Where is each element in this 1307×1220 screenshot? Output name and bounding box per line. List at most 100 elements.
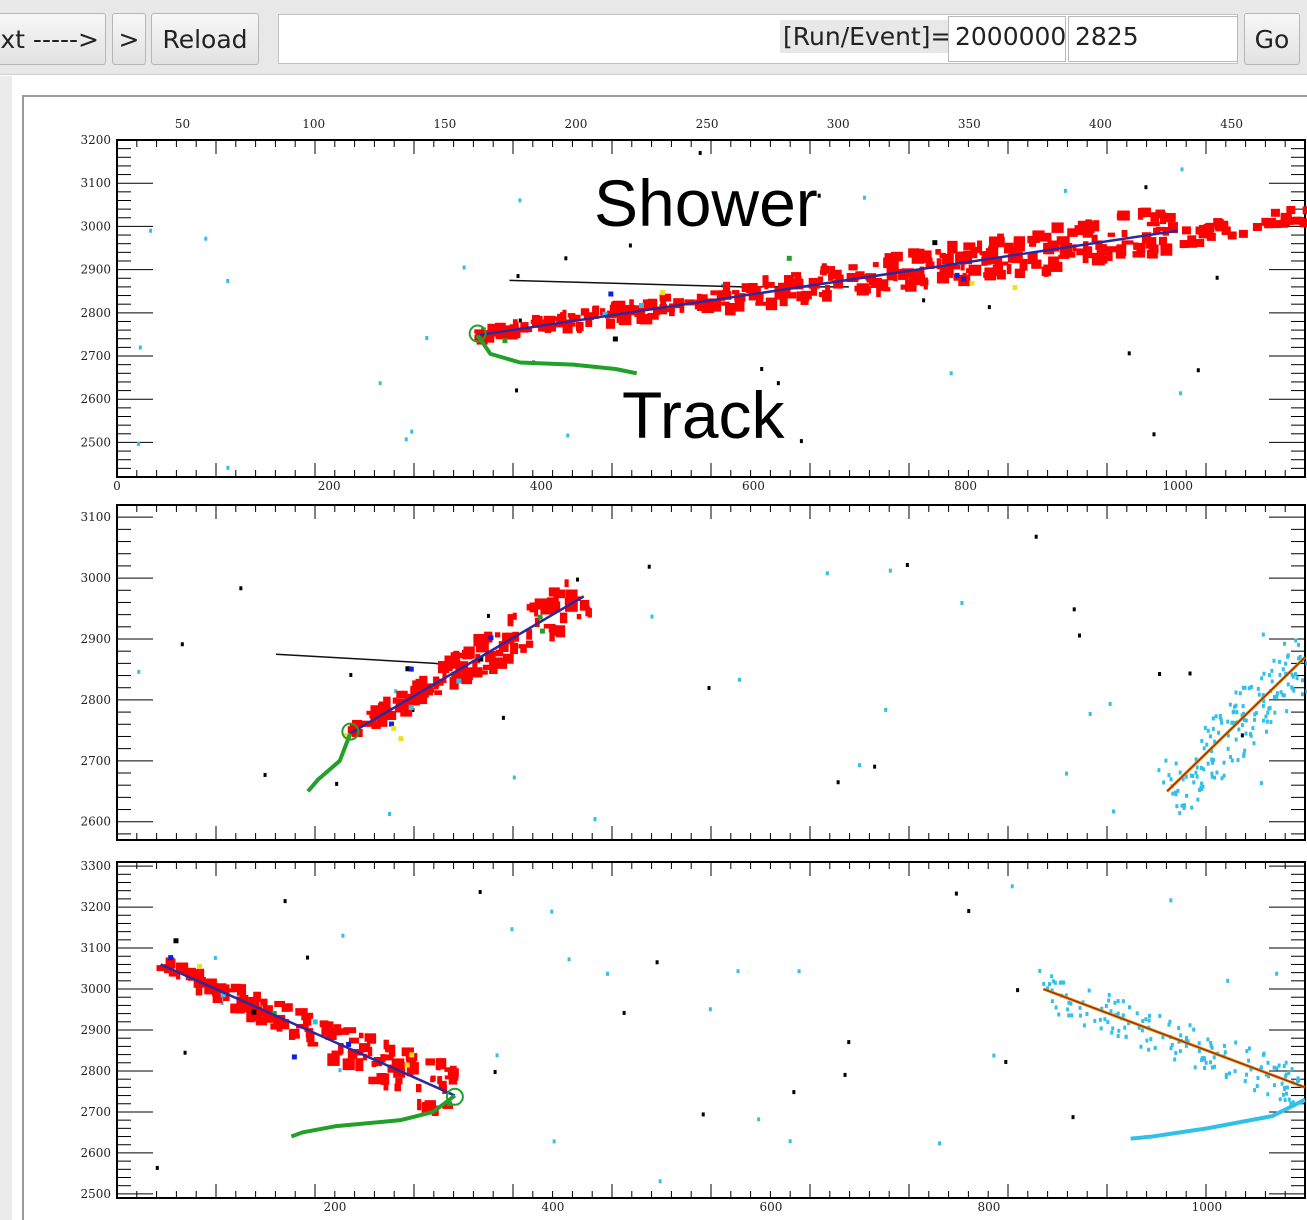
noise-hit bbox=[698, 150, 702, 155]
shower-hit bbox=[583, 312, 595, 320]
shower-hit bbox=[291, 1034, 300, 1039]
run-number-input[interactable]: 2000000( bbox=[948, 16, 1066, 62]
wire-hit bbox=[1222, 773, 1226, 778]
y-tick-label: 3200 bbox=[80, 133, 111, 147]
shower-hit bbox=[941, 253, 954, 265]
shower-hit bbox=[498, 641, 509, 653]
shower-hit bbox=[461, 678, 473, 685]
shower-hit bbox=[925, 261, 935, 269]
shower-hit bbox=[555, 625, 566, 638]
shower-hit bbox=[421, 1102, 433, 1114]
shower-hit bbox=[1270, 208, 1280, 217]
noise-hit bbox=[1112, 809, 1116, 814]
wire-hit bbox=[1267, 673, 1271, 678]
shower-hit bbox=[1067, 228, 1078, 237]
wire-hit bbox=[1178, 811, 1182, 816]
cluster-hit bbox=[168, 955, 174, 961]
wire-hit bbox=[1275, 691, 1279, 696]
wire-hit bbox=[1278, 1097, 1282, 1102]
shower-hit bbox=[936, 258, 942, 270]
shower-hit bbox=[415, 678, 425, 690]
shower-hit bbox=[495, 657, 508, 669]
shower-hit bbox=[1261, 217, 1271, 226]
wire-hit bbox=[1261, 1052, 1265, 1057]
wire-hit bbox=[1069, 1001, 1073, 1006]
shower-hit bbox=[856, 283, 869, 296]
shower-hit bbox=[1188, 239, 1198, 248]
wire-hit bbox=[1305, 689, 1307, 694]
wire-hit bbox=[1202, 1056, 1206, 1061]
shower-hit bbox=[936, 271, 950, 284]
shower-hit bbox=[1205, 224, 1215, 233]
noise-hit bbox=[518, 318, 522, 323]
shower-hit bbox=[1195, 239, 1205, 248]
shower-hit bbox=[204, 985, 215, 995]
shower-hit bbox=[1181, 226, 1191, 235]
shower-hit bbox=[473, 634, 485, 647]
noise-hit bbox=[1195, 765, 1199, 770]
shower-hit bbox=[1146, 221, 1160, 227]
shower-hit bbox=[444, 1067, 455, 1072]
shower-hit bbox=[831, 269, 842, 280]
noise-hit bbox=[349, 672, 353, 677]
next-event-button[interactable]: xt -----> bbox=[0, 13, 106, 65]
noise-hit bbox=[628, 243, 632, 248]
wire-hit bbox=[1252, 741, 1256, 746]
shower-hit bbox=[1019, 258, 1028, 271]
shower-hit bbox=[660, 297, 667, 307]
step-forward-button[interactable]: > bbox=[112, 13, 146, 65]
wire-hit bbox=[1103, 1017, 1107, 1022]
wire-hit bbox=[1128, 1005, 1132, 1010]
wire-hit bbox=[1295, 676, 1299, 681]
shower-hit bbox=[438, 1080, 447, 1089]
wire-hit bbox=[1200, 781, 1204, 786]
shower-hit bbox=[362, 1053, 368, 1061]
wire-hit bbox=[1078, 1005, 1082, 1010]
shower-hit bbox=[731, 290, 740, 295]
noise-hit bbox=[518, 198, 522, 203]
noise-hit bbox=[486, 613, 490, 618]
shower-hit bbox=[765, 297, 778, 311]
wire-hit bbox=[1109, 1009, 1113, 1014]
shower-hit bbox=[905, 279, 917, 292]
shower-hit bbox=[576, 321, 582, 334]
cluster-hit bbox=[220, 992, 226, 998]
noise-hit bbox=[1064, 771, 1068, 776]
wire-hit bbox=[1285, 1085, 1289, 1090]
wire-track bbox=[1130, 1097, 1306, 1141]
shower-hit bbox=[383, 709, 389, 721]
shower-axis-line bbox=[477, 229, 1178, 337]
shower-hit bbox=[349, 723, 359, 735]
shower-hit bbox=[331, 1050, 343, 1056]
shower-hit bbox=[416, 1084, 422, 1089]
shower-hit bbox=[484, 631, 493, 643]
shower-hit bbox=[196, 968, 205, 981]
cluster-hit bbox=[408, 666, 414, 672]
wire-hit bbox=[1231, 720, 1235, 725]
wire-hit bbox=[1078, 1013, 1082, 1018]
y-tick-label: 2800 bbox=[80, 693, 111, 707]
wire-hit bbox=[1051, 979, 1055, 984]
shower-hit bbox=[1150, 212, 1160, 222]
go-button[interactable]: Go bbox=[1244, 13, 1300, 65]
y-tick-label: 2500 bbox=[80, 1187, 111, 1201]
shower-hit bbox=[647, 312, 659, 320]
shower-hit bbox=[230, 983, 242, 993]
reload-button[interactable]: Reload bbox=[151, 13, 259, 65]
shower-hit bbox=[436, 1065, 441, 1071]
wire-signal-core bbox=[1166, 656, 1306, 792]
shower-hit bbox=[564, 579, 569, 588]
noise-hit bbox=[987, 305, 991, 310]
shower-hit bbox=[997, 261, 1009, 266]
wire-hit bbox=[1285, 709, 1289, 714]
noise-hit bbox=[567, 957, 571, 962]
track-path bbox=[475, 334, 638, 376]
noise-hit bbox=[226, 465, 230, 470]
shower-hit bbox=[307, 1041, 319, 1047]
shower-hit bbox=[1058, 254, 1070, 259]
shower-hit bbox=[156, 965, 165, 972]
noise-hit bbox=[425, 336, 429, 341]
shower-hit bbox=[1041, 266, 1052, 276]
wire-hit bbox=[1174, 1050, 1178, 1055]
event-number-input[interactable]: 2825 bbox=[1068, 16, 1238, 62]
